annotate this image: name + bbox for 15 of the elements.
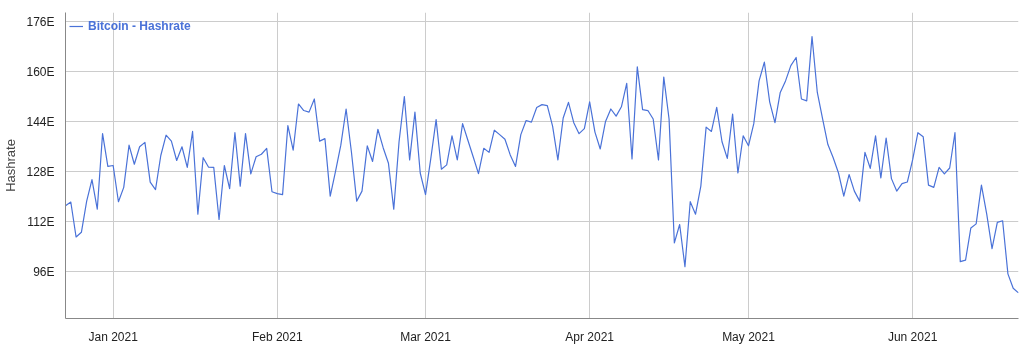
- legend-label: Bitcoin - Hashrate: [88, 19, 191, 33]
- line-series: [65, 35, 1019, 294]
- x-tick-label: Jun 2021: [887, 329, 938, 344]
- y-tick-label: 176E: [26, 14, 55, 29]
- x-tick-label: May 2021: [722, 329, 776, 344]
- y-tick-label: 112E: [27, 214, 55, 229]
- y-tick-label: 160E: [26, 64, 55, 79]
- y-axis-title: Hashrate: [3, 139, 19, 192]
- y-tick-label: 144E: [26, 114, 55, 129]
- y-tick-label: 96E: [33, 264, 55, 279]
- x-tick-label: Mar 2021: [400, 329, 452, 344]
- x-tick-label: Feb 2021: [251, 329, 303, 344]
- y-tick-label: 128E: [26, 164, 55, 179]
- x-tick-label: Jan 2021: [88, 329, 139, 344]
- x-tick-label: Apr 2021: [565, 329, 615, 344]
